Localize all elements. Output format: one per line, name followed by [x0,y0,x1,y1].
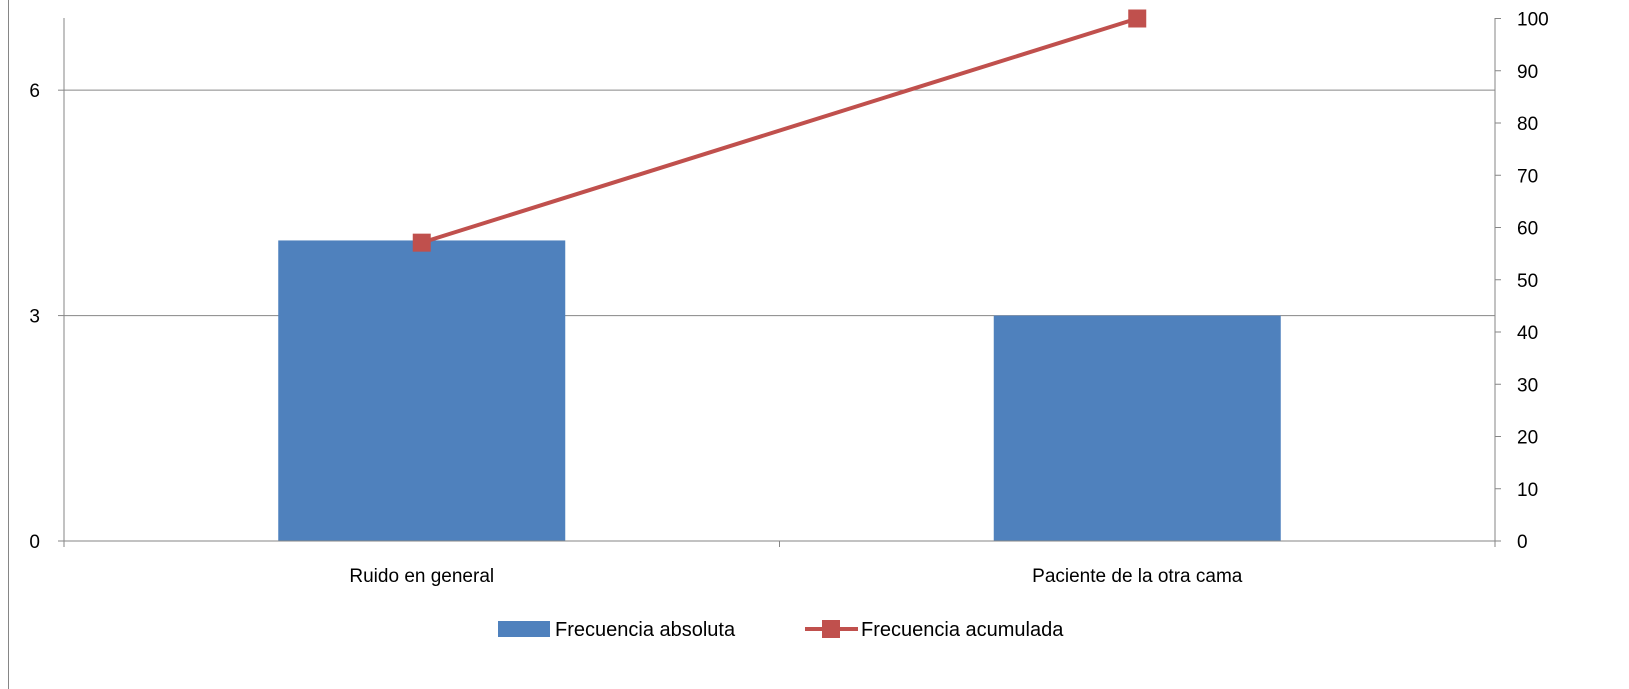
right-tick-label: 30 [1517,375,1538,396]
left-tick-label: 3 [29,307,40,328]
legend: Frecuencia absoluta Frecuencia acumulada [498,619,1064,641]
legend-marker-swatch [822,620,840,638]
cumulative-line [412,9,1147,252]
left-tick-label: 0 [29,532,40,553]
bars [278,240,1281,541]
axes [58,18,1501,547]
cumulative-series-line [421,16,1138,245]
legend-label-line: Frecuencia acumulada [861,619,1064,641]
right-tick-label: 20 [1517,428,1538,449]
right-tick-label: 100 [1517,10,1549,31]
right-tick-label: 70 [1517,166,1538,187]
right-tick-label: 90 [1517,62,1538,83]
right-tick-label: 50 [1517,271,1538,292]
left-tick-label: 6 [29,81,40,102]
category-label: Paciente de la otra cama [1032,566,1243,587]
category-label: Ruido en general [349,566,494,587]
legend-label-bar: Frecuencia absoluta [555,619,736,641]
line-marker [1128,9,1147,28]
bar [278,240,566,541]
line-marker [412,233,431,252]
right-tick-label: 40 [1517,323,1538,344]
right-tick-label: 0 [1517,532,1528,553]
bar [993,315,1281,541]
right-tick-label: 10 [1517,480,1538,501]
right-tick-label: 60 [1517,219,1538,240]
legend-bar-swatch [498,621,550,637]
right-tick-label: 80 [1517,114,1538,135]
